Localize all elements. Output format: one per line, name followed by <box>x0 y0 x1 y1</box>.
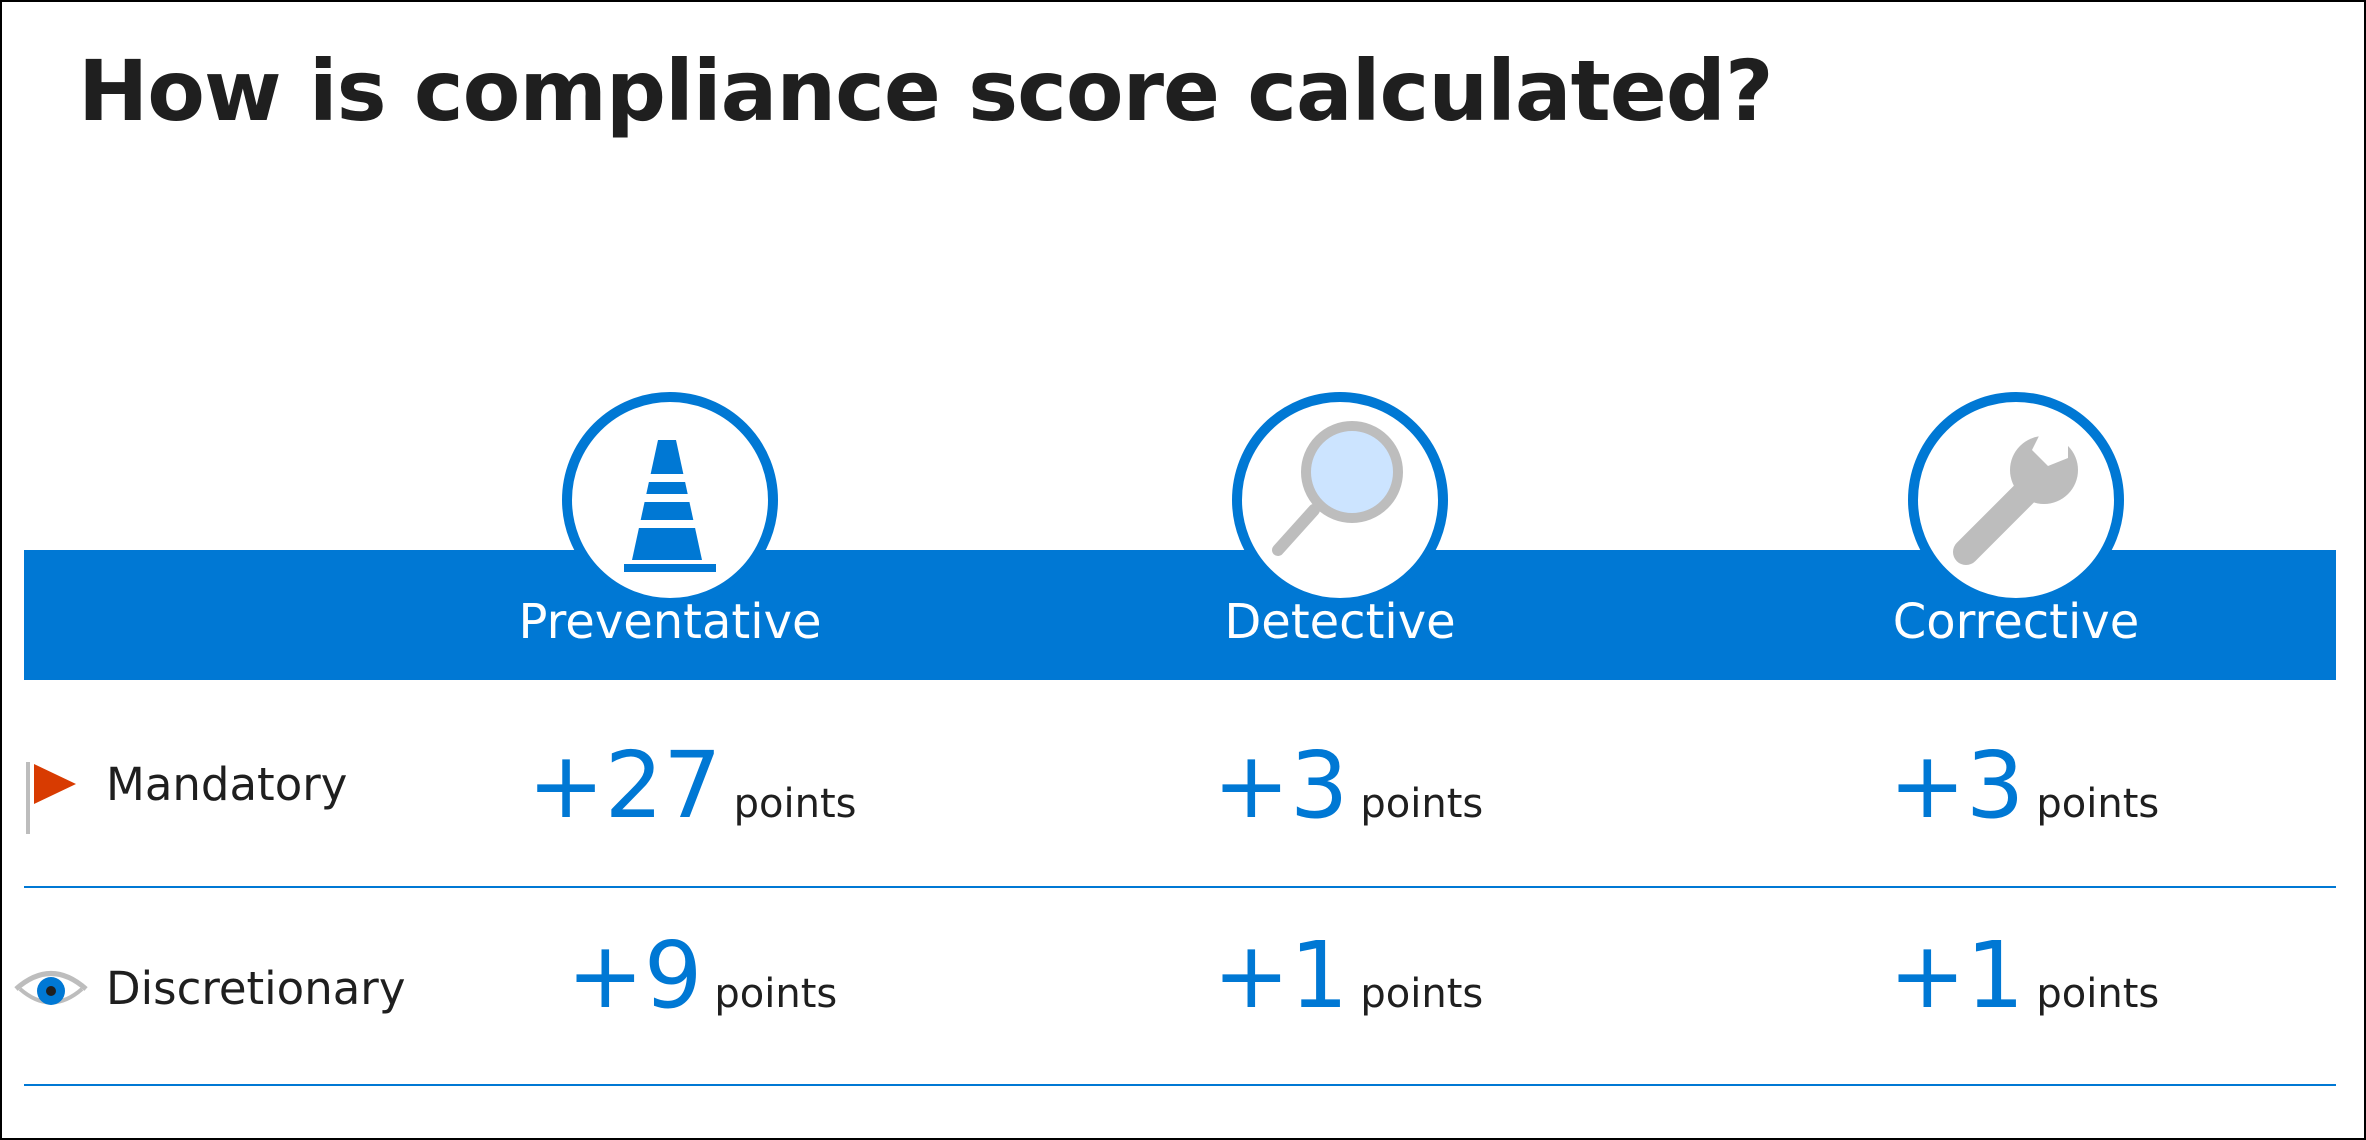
column-label-preventative: Preventative <box>518 594 822 650</box>
score-unit: points <box>1360 781 1484 827</box>
eye-icon <box>14 971 88 1005</box>
row-divider <box>24 886 2336 888</box>
page-title: How is compliance score calculated? <box>78 42 1774 140</box>
traffic-cone-icon <box>562 392 778 608</box>
score-mandatory-corrective: +3 points <box>1889 740 2159 832</box>
score-value: +9 <box>566 922 703 1029</box>
score-value: +3 <box>1212 732 1349 839</box>
score-unit: points <box>1360 971 1484 1017</box>
score-value: +3 <box>1888 732 2025 839</box>
magnifier-icon <box>1232 392 1448 608</box>
score-value: +1 <box>1212 922 1349 1029</box>
flag-icon <box>26 762 76 834</box>
score-value: +27 <box>527 732 722 839</box>
row-divider <box>24 1084 2336 1086</box>
row-label-discretionary: Discretionary <box>106 962 406 1015</box>
score-unit: points <box>2036 781 2160 827</box>
column-label-corrective: Corrective <box>1892 594 2140 650</box>
wrench-icon <box>1908 392 2124 608</box>
score-mandatory-preventative: +27 points <box>527 740 856 832</box>
score-mandatory-detective: +3 points <box>1213 740 1483 832</box>
score-discretionary-detective: +1 points <box>1213 930 1483 1022</box>
score-unit: points <box>733 781 857 827</box>
score-unit: points <box>2036 971 2160 1017</box>
score-unit: points <box>714 971 838 1017</box>
score-value: +1 <box>1888 922 2025 1029</box>
score-discretionary-preventative: +9 points <box>567 930 837 1022</box>
column-label-detective: Detective <box>1224 594 1456 650</box>
row-label-mandatory: Mandatory <box>106 758 348 811</box>
score-discretionary-corrective: +1 points <box>1889 930 2159 1022</box>
